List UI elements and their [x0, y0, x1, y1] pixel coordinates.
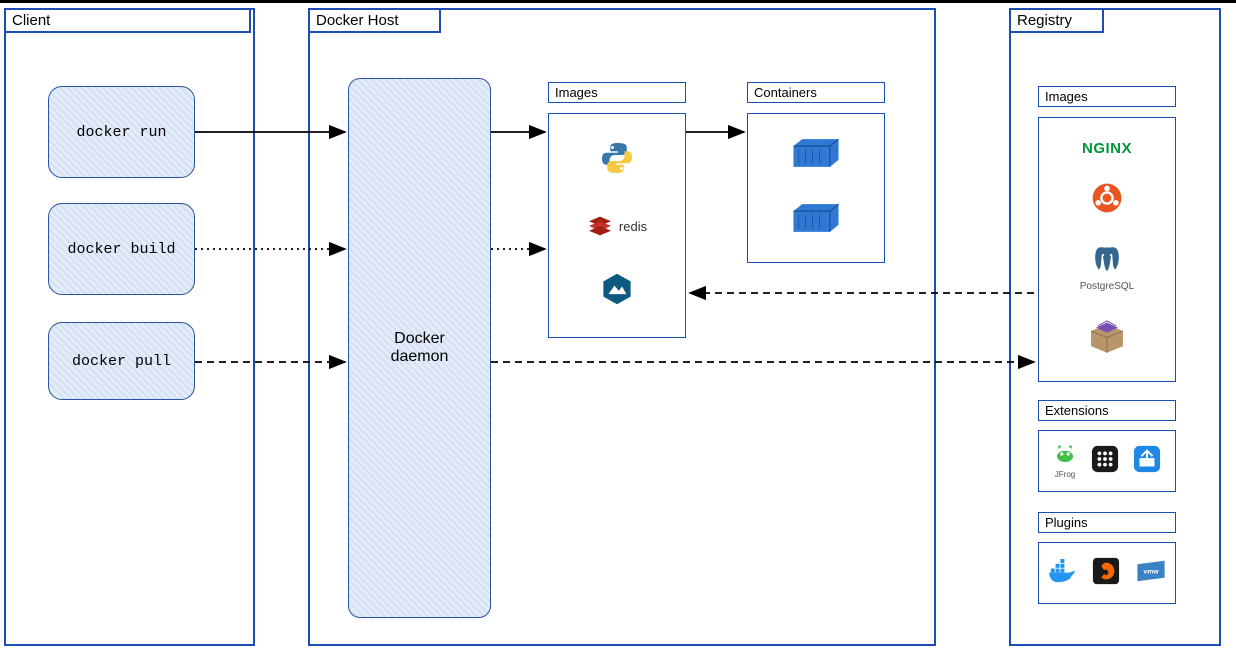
svg-text:vmw: vmw — [1143, 568, 1159, 575]
nginx-text: NGINX — [1082, 140, 1132, 157]
jfrog-icon: JFrog — [1053, 443, 1077, 479]
registry-extensions-title: Extensions — [1038, 400, 1176, 421]
postgres-label: PostgreSQL — [1080, 281, 1134, 292]
diagram-canvas: Client Docker Host Registry docker run d… — [0, 0, 1236, 654]
alpine-icon — [600, 272, 634, 311]
docker-icon — [1046, 559, 1078, 588]
grid-icon — [1091, 445, 1119, 478]
registry-plugins-box: vmw — [1038, 542, 1176, 604]
registry-panel-title: Registry — [1009, 8, 1104, 33]
redis-icon: redis — [587, 215, 647, 237]
registry-images-title: Images — [1038, 86, 1176, 107]
daemon-label: Dockerdaemon — [391, 330, 449, 366]
vagrant-box-icon — [1086, 317, 1128, 360]
python-icon — [599, 140, 635, 181]
registry-extensions-box: JFrog — [1038, 430, 1176, 492]
host-images-box: redis — [548, 113, 686, 338]
postgres-icon: PostgreSQL — [1080, 244, 1134, 292]
nginx-icon: NGINX — [1082, 140, 1132, 157]
cmd-docker-build: docker build — [48, 203, 195, 295]
cmd-label: docker run — [76, 124, 166, 141]
docker-daemon: Dockerdaemon — [348, 78, 491, 618]
host-containers-box — [747, 113, 885, 263]
host-panel-title: Docker Host — [308, 8, 441, 33]
container-icon — [790, 200, 842, 241]
top-bar — [0, 0, 1236, 3]
plugin-blue-icon: vmw — [1134, 559, 1168, 588]
host-images-title: Images — [548, 82, 686, 103]
cmd-label: docker build — [67, 241, 175, 258]
container-icon — [790, 135, 842, 176]
cmd-docker-run: docker run — [48, 86, 195, 178]
grafana-icon — [1092, 557, 1120, 590]
registry-plugins-title: Plugins — [1038, 512, 1176, 533]
ubuntu-icon — [1091, 182, 1123, 219]
client-panel-title: Client — [4, 8, 251, 33]
portainer-icon — [1133, 445, 1161, 478]
host-containers-title: Containers — [747, 82, 885, 103]
redis-label: redis — [619, 219, 647, 234]
jfrog-label: JFrog — [1053, 470, 1077, 479]
cmd-label: docker pull — [72, 353, 171, 370]
registry-images-box: NGINX PostgreSQL — [1038, 117, 1176, 382]
cmd-docker-pull: docker pull — [48, 322, 195, 400]
